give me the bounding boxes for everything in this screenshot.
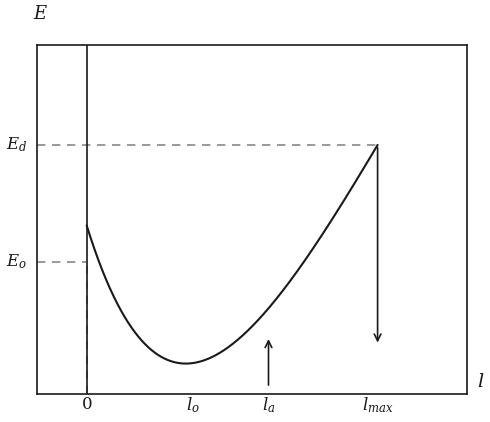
Text: $l_o$: $l_o$ bbox=[186, 395, 199, 415]
Text: $l_a$: $l_a$ bbox=[262, 395, 275, 415]
Text: $E_d$: $E_d$ bbox=[6, 135, 27, 154]
Text: $l_{max}$: $l_{max}$ bbox=[362, 395, 393, 415]
Text: $0$: $0$ bbox=[81, 395, 93, 414]
Text: $E$: $E$ bbox=[33, 5, 48, 24]
Text: $l$: $l$ bbox=[477, 372, 484, 391]
Text: $E_o$: $E_o$ bbox=[6, 252, 27, 271]
